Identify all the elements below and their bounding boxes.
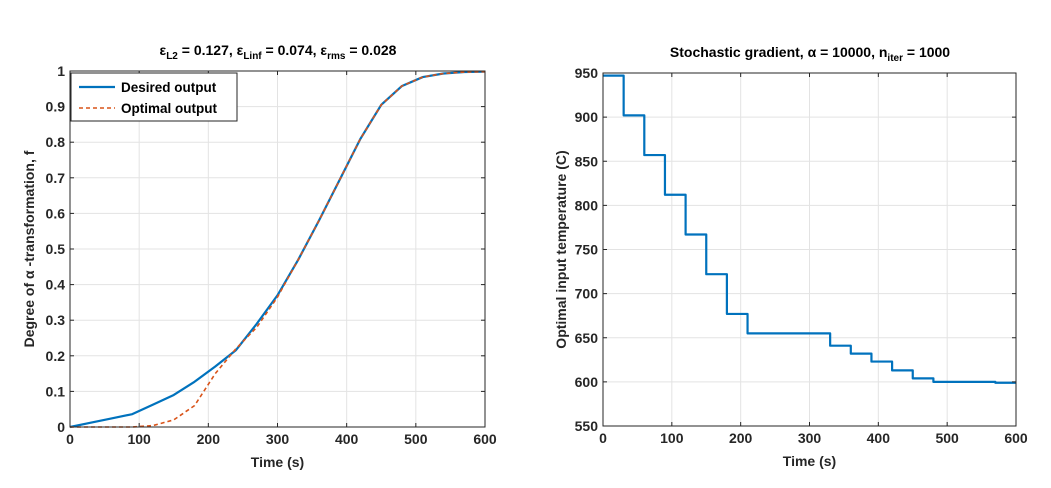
x-tick-label: 100	[127, 431, 151, 447]
title-part: α	[808, 44, 817, 60]
chart-title: Stochastic gradient, α = 10000, niter = …	[670, 44, 950, 64]
x-tick-label: 0	[66, 431, 74, 447]
y-tick-label: 750	[575, 242, 599, 258]
y-tick-label: 0.8	[46, 134, 66, 150]
title-subscript: L2	[166, 51, 178, 62]
y-tick-label: 0.6	[46, 205, 66, 221]
x-tick-label: 500	[935, 430, 959, 446]
y-tick-label: 0.3	[46, 312, 66, 328]
y-tick-label: 0.5	[46, 241, 66, 257]
right-chart: 0 100 200 300 400 500 600 550 600 650 700 750 800 850…	[553, 44, 1028, 469]
title-subscript: Linf	[243, 51, 262, 62]
legend-label-1: Desired output	[121, 80, 217, 95]
y-tick-label: 0.2	[46, 348, 66, 364]
y-tick-label: 650	[575, 330, 599, 346]
y-tick-label: 850	[575, 153, 599, 169]
title-subscript: rms	[327, 51, 346, 62]
title-part: = 0.074,	[262, 42, 321, 58]
y-axis-label: Degree of α -transformation, f	[21, 150, 37, 347]
y-tick-label: 800	[575, 197, 599, 213]
title-part: ε	[160, 42, 167, 58]
x-tick-label: 200	[729, 430, 753, 446]
y-tick-label: 1	[57, 63, 65, 79]
x-tick-label: 200	[197, 431, 221, 447]
title-part: ε	[320, 42, 327, 58]
y-tick-label: 0.1	[46, 383, 66, 399]
x-tick-label: 300	[266, 431, 290, 447]
x-tick-label: 400	[867, 430, 891, 446]
title-part: = 10000, n	[816, 44, 887, 60]
legend: Desired output Optimal output	[70, 72, 238, 122]
legend-box	[70, 72, 238, 122]
y-tick-label: 900	[575, 109, 599, 125]
title-part: Stochastic gradient,	[670, 44, 808, 60]
x-tick-label: 100	[660, 430, 684, 446]
x-tick-label: 600	[473, 431, 497, 447]
x-tick-label: 0	[599, 430, 607, 446]
y-tick-label: 700	[575, 286, 599, 302]
x-tick-label: 500	[404, 431, 428, 447]
y-tick-label: 950	[575, 65, 599, 81]
title-part: = 0.127,	[178, 42, 237, 58]
y-tick-label: 0.4	[46, 277, 66, 293]
chart-title: εL2 = 0.127, εLinf = 0.074, εrms = 0.028	[160, 42, 397, 62]
left-chart: 0 100 200 300 400 500 600 0 0.1 0.2 0.3 0.4 0.5 0.6 0.…	[21, 42, 497, 470]
x-axis-label: Time (s)	[251, 454, 304, 470]
y-tick-label: 0.9	[46, 99, 66, 115]
x-tick-label: 400	[335, 431, 359, 447]
x-tick-label: 600	[1004, 430, 1028, 446]
y-tick-label: 550	[575, 418, 599, 434]
y-tick-label: 600	[575, 374, 599, 390]
series-line-2	[70, 70, 486, 428]
title-part: = 0.028	[345, 42, 396, 58]
y-axis-label: Optimal input temperature (C)	[553, 150, 569, 348]
y-tick-label: 0	[57, 419, 65, 435]
y-tick-label: 0.7	[46, 170, 66, 186]
x-axis-label: Time (s)	[783, 453, 836, 469]
legend-label-2: Optimal output	[121, 101, 217, 116]
title-part: = 1000	[903, 44, 950, 60]
title-subscript: iter	[887, 53, 903, 64]
x-tick-label: 300	[798, 430, 822, 446]
title-part: ε	[237, 42, 244, 58]
series-line-1	[603, 74, 1016, 384]
